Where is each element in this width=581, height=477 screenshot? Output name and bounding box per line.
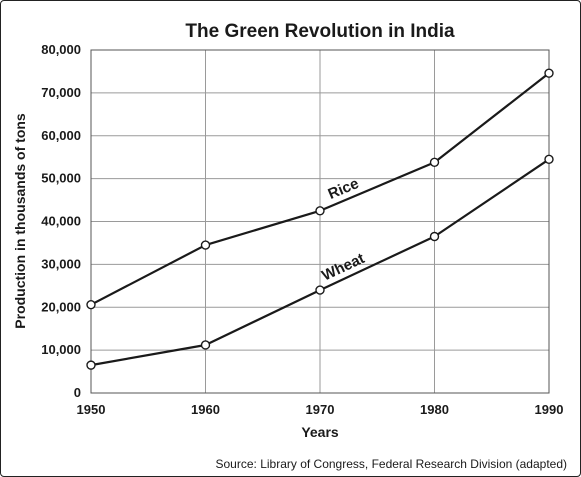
grid bbox=[90, 49, 550, 394]
x-tick-label: 1990 bbox=[535, 402, 564, 417]
wheat-point bbox=[544, 154, 554, 165]
x-tick-label: 1980 bbox=[420, 402, 449, 417]
y-tick-label: 0 bbox=[74, 385, 81, 400]
x-tick-label: 1960 bbox=[191, 402, 220, 417]
rice-point bbox=[315, 206, 325, 216]
rice-point bbox=[429, 157, 440, 168]
wheat-point bbox=[86, 360, 96, 370]
x-axis-label: Years bbox=[301, 424, 339, 440]
y-tick-label: 80,000 bbox=[41, 42, 81, 57]
y-axis-label: Production in thousands of tons bbox=[12, 113, 28, 329]
x-axis-ticks: 1950 1960 1970 1980 1990 bbox=[77, 402, 564, 417]
x-tick-label: 1970 bbox=[306, 402, 335, 417]
y-tick-label: 10,000 bbox=[41, 342, 81, 357]
y-tick-label: 20,000 bbox=[41, 299, 81, 314]
y-tick-label: 40,000 bbox=[41, 214, 81, 229]
wheat-point bbox=[315, 285, 325, 295]
x-tick-label: 1950 bbox=[77, 402, 106, 417]
wheat-point bbox=[200, 340, 211, 350]
rice-point bbox=[544, 68, 554, 78]
y-tick-label: 60,000 bbox=[41, 128, 81, 143]
plot-border bbox=[90, 49, 550, 394]
y-tick-label: 50,000 bbox=[41, 171, 81, 186]
rice-series-label: Rice bbox=[326, 175, 362, 203]
y-axis-ticks: 0 10,000 20,000 30,000 40,000 50,000 60,000 70,… bbox=[41, 42, 81, 400]
chart-title: The Green Revolution in India bbox=[185, 21, 455, 42]
rice-point bbox=[86, 299, 96, 310]
y-tick-label: 30,000 bbox=[41, 256, 81, 271]
y-tick-label: 70,000 bbox=[41, 85, 81, 100]
source-note: Source: Library of Congress, Federal Res… bbox=[216, 457, 568, 471]
rice-point bbox=[200, 240, 211, 250]
wheat-point bbox=[429, 231, 440, 242]
